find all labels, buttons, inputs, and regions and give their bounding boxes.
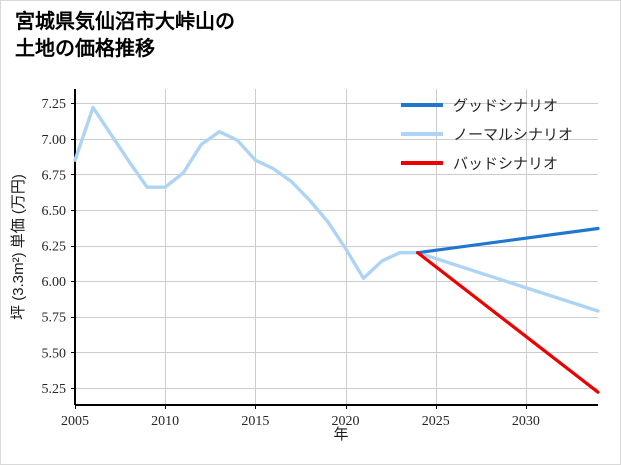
x-tick-label: 2030 (512, 414, 540, 429)
axis-spines-group (73, 89, 598, 407)
series-line-good (416, 226, 600, 255)
series-line-bad (416, 251, 600, 394)
y-tick-label: 6.25 (42, 240, 67, 255)
y-tick-label: 6.50 (42, 204, 67, 219)
y-tick-label: 7.00 (42, 133, 67, 148)
y-tick-label: 5.50 (42, 346, 67, 361)
x-tick-label: 2015 (241, 414, 269, 429)
y-tick-label: 5.25 (42, 382, 67, 397)
x-tick-label: 2005 (61, 414, 89, 429)
series-line-normal (73, 105, 600, 313)
x-tick-label: 2010 (151, 414, 179, 429)
legend-label: バッドシナリオ (453, 157, 558, 173)
x-axis-title: 年 (333, 426, 348, 443)
y-tick-label: 6.00 (42, 275, 67, 290)
y-tick-label: 6.75 (42, 168, 67, 183)
x-axis-tick-labels: 2005 2010 2015 2020 2025 2030 (61, 414, 540, 429)
tickmarks-group (71, 102, 528, 409)
y-axis-tick-labels: 5.25 5.50 5.75 6.00 6.25 6.50 6.75 7.00 7.25 (42, 97, 67, 397)
y-tick-label: 5.75 (42, 311, 67, 326)
x-tick-label: 2020 (332, 414, 360, 429)
page-title: 宮城県気仙沼市大峠山の 土地の価格推移 (15, 11, 235, 60)
y-tick-label: 7.25 (42, 97, 67, 112)
data-series-group (73, 105, 600, 394)
x-tick-label: 2025 (422, 414, 450, 429)
legend-label: グッドシナリオ (453, 98, 558, 115)
y-axis-title: 坪 (3.3m²) 単価 (万円) (10, 174, 27, 320)
legend-label: ノーマルシナリオ (453, 128, 573, 144)
